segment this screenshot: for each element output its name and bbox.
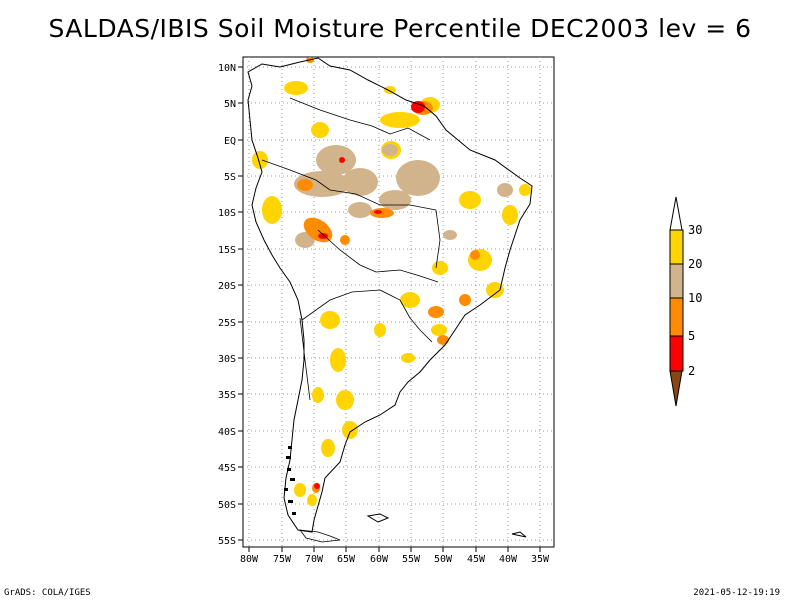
legend-label-30: 30	[688, 223, 702, 237]
lon-label: 50W	[434, 554, 453, 565]
lon-label: 70W	[305, 554, 324, 565]
legend-2-5	[669, 335, 684, 372]
lat-label: 25S	[218, 318, 236, 329]
falkland-islands	[366, 513, 390, 523]
lon-label: 80W	[240, 554, 259, 565]
lat-label: 40S	[218, 427, 236, 438]
lon-label: 40W	[499, 554, 518, 565]
legend-below-2	[669, 370, 683, 407]
legend-label-20: 20	[688, 257, 702, 271]
lat-label: 10S	[218, 208, 236, 219]
lat-label: 55S	[218, 536, 236, 547]
lat-label: 20S	[218, 281, 236, 292]
lat-label: 30S	[218, 354, 236, 365]
map-title: SALDAS/IBIS Soil Moisture Percentile DEC…	[48, 14, 752, 43]
south-georgia	[511, 531, 527, 538]
lon-label: 55W	[402, 554, 421, 565]
tick-marks	[238, 66, 541, 552]
lat-label: 45S	[218, 463, 236, 474]
legend-20-30	[669, 229, 684, 265]
lon-label: 45W	[467, 554, 486, 565]
legend-label-2: 2	[688, 364, 695, 378]
lon-label: 65W	[337, 554, 356, 565]
country-borders	[261, 97, 441, 401]
legend-above-30	[669, 196, 683, 231]
percentile-field	[252, 57, 531, 506]
lat-label: 50S	[218, 500, 236, 511]
grads-credit: GrADS: COLA/IGES	[4, 588, 91, 598]
lat-label: 10N	[218, 63, 236, 74]
lat-label: 35S	[218, 390, 236, 401]
lon-label: 75W	[273, 554, 292, 565]
latitude-labels: 10N 5N EQ 5S 10S 15S 20S 25S 30S 35S 40S…	[218, 63, 236, 547]
lat-label: 5S	[224, 172, 236, 183]
legend-label-10: 10	[688, 291, 702, 305]
timestamp: 2021-05-12-19:19	[693, 588, 780, 598]
legend-10-20	[669, 263, 684, 299]
lat-label: 15S	[218, 245, 236, 256]
field-2-5	[314, 101, 425, 489]
south-america-coastline	[247, 57, 533, 533]
legend-5-10	[669, 297, 684, 337]
field-10-20	[294, 144, 513, 248]
tierra-del-fuego	[299, 529, 341, 543]
longitude-labels: 80W 75W 70W 65W 60W 55W 50W 45W 40W 35W	[240, 554, 550, 565]
chilean-islands	[284, 446, 296, 515]
lon-label: 35W	[531, 554, 550, 565]
legend-label-5: 5	[688, 329, 695, 343]
lat-label: 5N	[224, 99, 236, 110]
lat-label: EQ	[224, 136, 236, 147]
plot-frame	[242, 56, 555, 548]
lon-label: 60W	[370, 554, 389, 565]
legend-colorbar: 30 20 10 5 2	[669, 196, 702, 407]
